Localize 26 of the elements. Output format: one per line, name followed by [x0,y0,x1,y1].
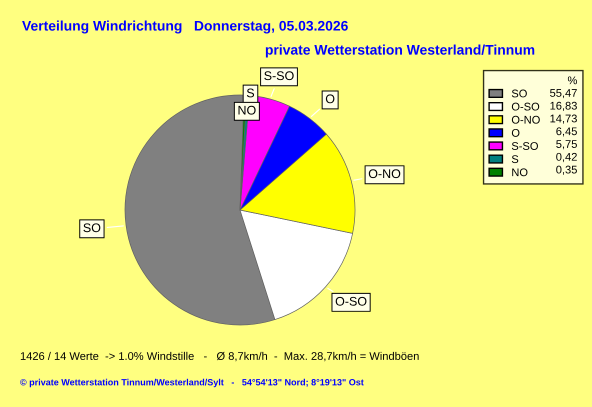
legend-label: O [512,128,520,137]
slice-label: O-NO [368,169,400,178]
slice-label: S-SO [264,71,294,80]
legend-label: O-SO [512,102,540,111]
chart-title: Verteilung Windrichtung Donnerstag, 05.03.2026 [22,20,348,34]
slice-label: S [246,88,254,98]
slice-label: NO [238,106,256,115]
legend-title: % [568,76,577,84]
chart-subtitle: private Wetterstation Westerland/Tinnum [266,44,534,58]
text: © private Wetterstation Tinnum/Westerland/Sylt - 54°54'13" Nord; 8°19'13" Ost [20,378,364,388]
legend-label: S-SO [512,142,538,150]
data-label: 0,42 [556,152,577,162]
slice-label: SO [83,223,100,232]
legend-label: SO [512,90,527,98]
text: 1426 / 14 Werte -> 1.0% Windstille - Ø 8,7km/h - Max. 28,7km/h = Windböen [20,352,419,362]
data-label: 55,47 [550,89,577,98]
legend-label: NO [512,168,528,176]
data-label: 16,83 [550,102,577,111]
data-label: 14,73 [550,114,577,124]
slice-label: O [326,94,334,104]
data-label: 0,35 [556,166,577,175]
legend-label: S [512,155,518,164]
data-label: 6,45 [556,127,577,137]
data-label: 5,75 [556,140,577,150]
slice-label: O-SO [336,296,366,306]
legend-label: O-NO [512,116,540,124]
